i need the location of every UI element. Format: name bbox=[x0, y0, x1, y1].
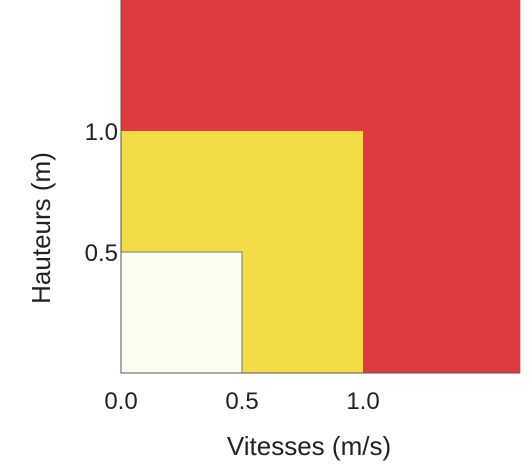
x-tick-label: 0.0 bbox=[104, 388, 137, 415]
x-axis-label: Vitesses (m/s) bbox=[227, 431, 391, 461]
x-tick-label: 1.0 bbox=[346, 388, 379, 415]
zone-low bbox=[121, 252, 242, 373]
axes-layer bbox=[120, 0, 521, 374]
x-tick-label: 0.5 bbox=[225, 388, 258, 415]
tick-labels: 0.0 0.5 1.0 0.5 1.0 bbox=[85, 119, 380, 415]
y-tick-label: 1.0 bbox=[85, 119, 118, 146]
y-tick-label: 0.5 bbox=[85, 240, 118, 267]
y-axis-label: Hauteurs (m) bbox=[26, 152, 56, 304]
zones-layer bbox=[120, 0, 521, 374]
